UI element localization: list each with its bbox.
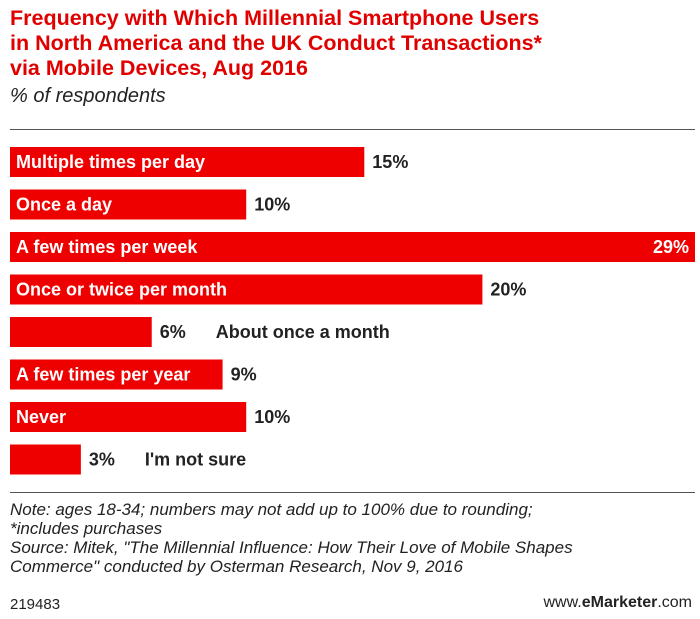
category-label: I'm not sure [145, 450, 246, 470]
bar [10, 317, 152, 347]
value-label: 15% [372, 152, 408, 172]
value-label: 29% [653, 237, 689, 257]
chart-subtitle: % of respondents [10, 85, 166, 107]
top-divider [10, 129, 695, 130]
note-line: *includes purchases [10, 519, 163, 538]
brand-prefix: www. [543, 594, 582, 611]
category-label: About once a month [216, 322, 390, 342]
value-label: 3% [89, 450, 115, 470]
value-label: 20% [490, 280, 526, 300]
chart-id: 219483 [10, 596, 61, 613]
bar [10, 444, 81, 475]
bar [10, 189, 247, 220]
chart-title: Frequency with Which Millennial Smartpho… [10, 6, 690, 81]
category-label: Multiple times per day [16, 152, 205, 172]
bar [10, 147, 365, 177]
value-label: 6% [160, 322, 186, 342]
bar-chart: Multiple times per day 15% Once a day 10% A … [10, 147, 695, 475]
chart-title-line: via Mobile Devices, Aug 2016 [10, 56, 308, 80]
value-label: 10% [254, 407, 290, 427]
bar [10, 232, 695, 262]
chart-note: Note: ages 18-34; numbers may not add up… [10, 500, 695, 576]
category-label: Once or twice per month [16, 280, 227, 300]
chart-title-line: Frequency with Which Millennial Smartpho… [10, 6, 540, 30]
value-label: 9% [231, 365, 257, 385]
category-label: A few times per year [16, 365, 190, 385]
category-label: Once a day [16, 195, 112, 215]
source-line: Commerce" conducted by Osterman Research… [10, 557, 463, 576]
brand-name: eMarketer [581, 594, 658, 611]
value-label: 10% [254, 195, 290, 215]
brand-url[interactable]: www.eMarketer.com [543, 594, 692, 612]
brand-suffix: .com [657, 594, 692, 611]
chart-title-line: in North America and the UK Conduct Tran… [10, 31, 542, 55]
source-line: Source: Mitek, "The Millennial Influence… [10, 538, 573, 557]
note-line: Note: ages 18-34; numbers may not add up… [10, 500, 533, 519]
category-label: A few times per week [16, 237, 198, 257]
category-label: Never [16, 407, 66, 427]
bottom-divider [10, 492, 695, 493]
bar [10, 274, 483, 305]
bar [10, 359, 223, 390]
bar [10, 402, 247, 432]
